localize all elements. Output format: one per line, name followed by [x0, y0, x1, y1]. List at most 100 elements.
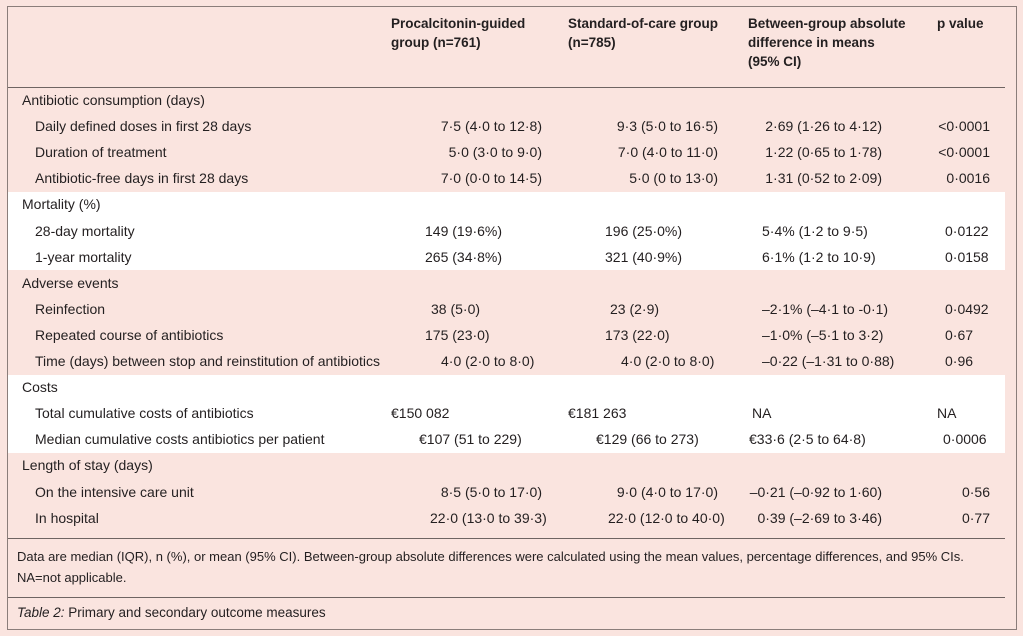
row-label: Antibiotic-free days in first 28 days	[35, 170, 249, 187]
header-procalcitonin: Procalcitonin-guided group (n=761)	[391, 14, 525, 52]
caption-label: Table 2:	[17, 605, 65, 620]
header-line: difference in means	[748, 35, 875, 50]
header-line: group (n=761)	[391, 35, 481, 50]
header-line: p value	[937, 16, 984, 31]
table-frame	[7, 6, 1017, 630]
row-label: 1-year mortality	[35, 248, 132, 265]
value-standard-of-care: 5·0 (0 to 13·0)	[629, 170, 718, 187]
value-standard-of-care: €181 263	[568, 405, 627, 422]
row-label: Reinfection	[35, 300, 106, 317]
header-line: Standard-of-care group	[568, 16, 719, 31]
value-procalcitonin: 175 (23·0)	[425, 326, 490, 343]
table-row: Repeated course of antibiotics 175 (23·0)…	[0, 322, 1023, 348]
table-row: Daily defined doses in first 28 days 7·5 …	[0, 113, 1023, 139]
value-standard-of-care: 7·0 (4·0 to 11·0)	[617, 144, 718, 161]
row-label: Daily defined doses in first 28 days	[35, 118, 252, 135]
table-row: 28-day mortality 149 (19·6%) 196 (25·0%) 5·…	[0, 218, 1023, 244]
value-p: 0·67	[945, 326, 974, 343]
table-footnote: Data are median (IQR), n (%), or mean (9…	[17, 546, 1007, 588]
table-row: Total cumulative costs of antibiotics €15…	[0, 400, 1023, 426]
value-difference: 0·39 (–2·69 to 3·46)	[757, 509, 882, 526]
value-procalcitonin: 4·0 (2·0 to 8·0)	[441, 353, 535, 369]
header-line: Procalcitonin-guided	[391, 16, 526, 31]
value-p: NA	[937, 405, 957, 422]
value-standard-of-care: 321 (40·9%)	[605, 248, 683, 265]
value-p: 0·0492	[945, 300, 989, 317]
value-p: 0·56	[961, 483, 990, 500]
section-row: Antibiotic consumption (days)	[0, 87, 1023, 113]
value-p: 0·77	[961, 509, 990, 526]
value-p: <0·0001	[938, 144, 990, 161]
value-procalcitonin: €150 082	[391, 405, 450, 422]
section-row: Adverse events	[0, 270, 1023, 296]
table-row: In hospital 22·0 (13·0 to 39·3) 22·0 (12·0…	[0, 505, 1023, 531]
value-difference: –0·22 (–1·31 to 0·88)	[762, 353, 895, 369]
value-procalcitonin: 22·0 (13·0 to 39·3)	[430, 509, 547, 526]
row-label: Time (days) between stop and reinstituti…	[35, 353, 380, 369]
value-procalcitonin: €107 (51 to 229)	[419, 431, 522, 448]
row-label: On the intensive care unit	[35, 483, 194, 500]
value-standard-of-care: €129 (66 to 273)	[596, 431, 699, 448]
section-band-costs	[8, 375, 1005, 453]
value-p: 0·0006	[943, 431, 987, 448]
value-procalcitonin: 5·0 (3·0 to 9·0)	[448, 144, 542, 161]
value-standard-of-care: 4·0 (2·0 to 8·0)	[621, 353, 715, 369]
value-difference: –1·0% (–5·1 to 3·2)	[762, 326, 884, 343]
footnote-line: Data are median (IQR), n (%), or mean (9…	[17, 549, 964, 564]
value-procalcitonin: 265 (34·8%)	[425, 248, 503, 265]
row-label: Total cumulative costs of antibiotics	[35, 405, 254, 422]
value-difference: 1·31 (0·52 to 2·09)	[765, 170, 882, 187]
value-standard-of-care: 22·0 (12·0 to 40·0)	[608, 509, 725, 526]
section-title: Costs	[22, 379, 58, 396]
row-label: Median cumulative costs antibiotics per …	[35, 431, 325, 448]
value-difference: NA	[752, 405, 772, 422]
value-standard-of-care: 23 (2·9)	[610, 300, 660, 317]
table-row: Antibiotic-free days in first 28 days 7·0…	[0, 165, 1023, 191]
value-difference: –0·21 (–0·92 to 1·60)	[749, 483, 882, 500]
section-title: Mortality (%)	[22, 196, 101, 213]
header-p-value: p value	[937, 14, 984, 33]
table-row: Reinfection 38 (5·0) 23 (2·9) –2·1% (–4·1 t…	[0, 296, 1023, 322]
value-standard-of-care: 173 (22·0)	[605, 326, 670, 343]
value-procalcitonin: 38 (5·0)	[431, 300, 481, 317]
footnote-line: NA=not applicable.	[17, 570, 127, 585]
table-row: Duration of treatment 5·0 (3·0 to 9·0) 7·0…	[0, 139, 1023, 165]
value-p: 0·0122	[945, 222, 989, 239]
row-label: In hospital	[35, 509, 99, 526]
section-row: Length of stay (days)	[0, 452, 1023, 478]
section-title: Adverse events	[22, 274, 119, 291]
value-procalcitonin: 7·0 (0·0 to 14·5)	[440, 170, 542, 187]
header-standard-of-care: Standard-of-care group (n=785)	[568, 14, 718, 52]
row-label: Duration of treatment	[35, 144, 167, 161]
header-line: Between-group absolute	[748, 16, 906, 31]
value-p: 0·0158	[945, 248, 989, 265]
value-procalcitonin: 8·5 (5·0 to 17·0)	[440, 483, 542, 500]
value-p: 0·0016	[946, 170, 990, 187]
value-standard-of-care: 196 (25·0%)	[605, 222, 683, 239]
table-caption: Table 2: Primary and secondary outcome m…	[17, 603, 326, 623]
value-difference: –2·1% (–4·1 to -0·1)	[762, 300, 889, 317]
section-row: Costs	[0, 374, 1023, 400]
table-row: Median cumulative costs antibiotics per …	[0, 426, 1023, 452]
value-difference: 1·22 (0·65 to 1·78)	[765, 144, 882, 161]
value-standard-of-care: 9·3 (5·0 to 16·5)	[616, 118, 718, 135]
footer-rule	[8, 538, 1005, 539]
table-row: Time (days) between stop and reinstituti…	[0, 348, 1023, 374]
table-row: 1-year mortality 265 (34·8%) 321 (40·9%) 6·…	[0, 244, 1023, 270]
header-rule	[8, 87, 1005, 88]
row-label: Repeated course of antibiotics	[35, 326, 224, 343]
value-difference: 5·4% (1·2 to 9·5)	[762, 222, 868, 239]
value-procalcitonin: 149 (19·6%)	[425, 222, 503, 239]
value-difference: 6·1% (1·2 to 10·9)	[762, 248, 876, 265]
section-row: Mortality (%)	[0, 191, 1023, 217]
value-standard-of-care: 9·0 (4·0 to 17·0)	[616, 483, 718, 500]
header-difference: Between-group absolute difference in mea…	[748, 14, 906, 71]
value-p: 0·96	[945, 353, 974, 369]
section-title: Length of stay (days)	[22, 457, 153, 474]
header-line: (n=785)	[568, 35, 616, 50]
row-label: 28-day mortality	[35, 222, 135, 239]
section-title: Antibiotic consumption (days)	[22, 92, 205, 108]
caption-text: Primary and secondary outcome measures	[64, 605, 326, 620]
value-difference: 2·69 (1·26 to 4·12)	[765, 118, 882, 135]
header-line: (95% CI)	[748, 54, 802, 69]
